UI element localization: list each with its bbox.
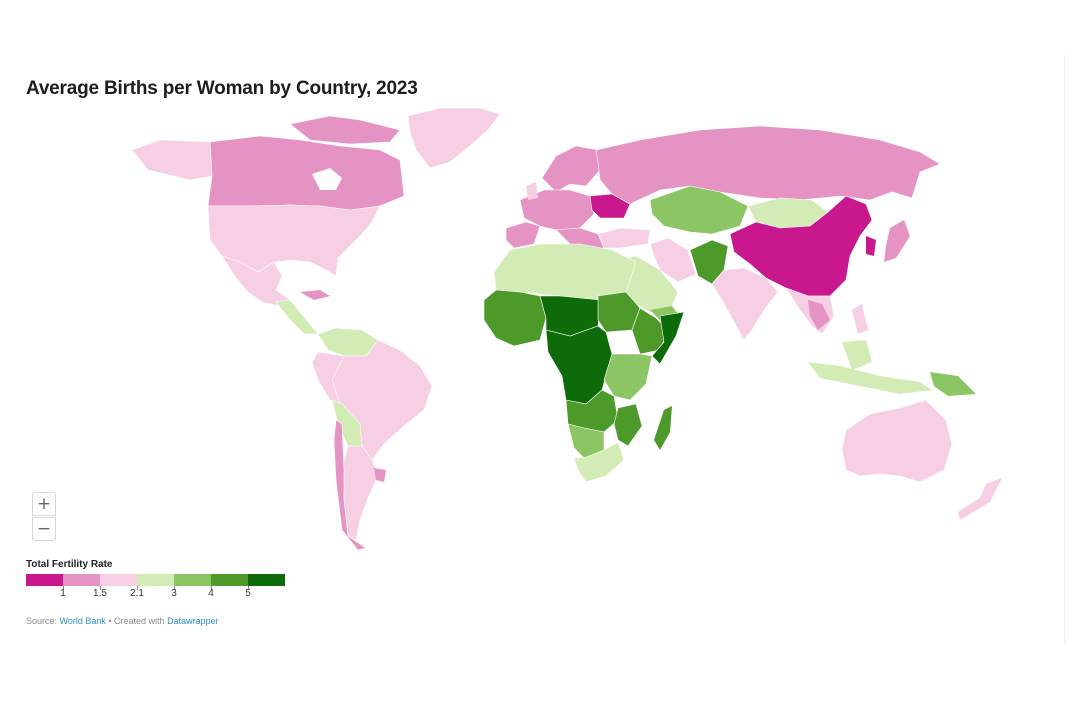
region-south-africa[interactable] [573,441,625,483]
region-mexico[interactable] [221,255,291,307]
source-link-world-bank[interactable]: World Bank [59,616,106,626]
region-west-africa[interactable] [483,289,547,347]
region-india[interactable] [711,267,779,341]
zoom-out-button[interactable]: − [32,517,56,541]
region-russia[interactable] [595,125,941,205]
region-greenland[interactable] [407,107,501,169]
region-uk[interactable] [526,182,538,200]
region-iran[interactable] [649,237,697,283]
region-chile[interactable] [333,419,367,551]
region-scandinavia[interactable] [541,145,601,193]
legend-label: 4 [208,588,214,599]
region-western-europe[interactable] [519,189,595,231]
legend-tick [211,586,212,590]
source-credit: Source: World Bank • Created with Datawr… [26,616,219,626]
region-east-africa[interactable] [603,353,653,401]
page-title: Average Births per Woman by Country, 202… [26,78,418,99]
region-canada[interactable] [207,135,405,211]
legend-tick [100,586,101,590]
legend-label: 5 [245,588,251,599]
legend-label: 3 [171,588,177,599]
legend-color-scale [26,574,285,586]
region-arctic-islands[interactable] [289,115,401,145]
region-mozambique[interactable] [613,403,643,447]
region-hudson-bay [312,168,342,190]
legend-tick [248,586,249,590]
source-prefix: Source: [26,616,60,626]
region-argentina[interactable] [341,445,379,541]
region-indonesia[interactable] [808,362,932,394]
legend-swatch-2 [63,574,100,586]
region-turkey[interactable] [597,227,651,249]
zoom-in-button[interactable]: + [32,492,56,516]
region-korea[interactable] [866,236,876,256]
legend-tick [174,586,175,590]
legend-swatch-1 [26,574,63,586]
region-borneo[interactable] [842,340,872,370]
legend-tick [63,586,64,590]
legend-label: 2.1 [130,588,144,599]
region-thailand[interactable] [808,300,830,330]
legend-title: Total Fertility Rate [26,559,113,570]
region-china[interactable] [729,195,873,297]
legend-swatch-4 [137,574,174,586]
world-choropleth-map[interactable] [0,100,1068,560]
region-alaska[interactable] [131,139,213,181]
region-caribbean[interactable] [300,290,330,300]
region-new-zealand[interactable] [958,478,1002,520]
legend-tick [137,586,138,590]
region-central-america[interactable] [275,299,319,335]
legend-swatch-5 [174,574,211,586]
region-australia[interactable] [841,399,953,483]
legend-swatch-7 [248,574,285,586]
legend-swatch-3 [100,574,137,586]
region-yemen[interactable] [650,306,678,320]
legend-label: 1 [60,588,66,599]
legend-label: 1.5 [93,588,107,599]
region-madagascar[interactable] [654,406,672,450]
tool-link-datawrapper[interactable]: Datawrapper [167,616,219,626]
region-somalia[interactable] [651,311,685,365]
region-papua[interactable] [930,372,976,396]
region-central-asia[interactable] [649,185,749,235]
region-philippines[interactable] [852,304,868,334]
region-iberia[interactable] [505,221,541,249]
source-separator: • Created with [105,616,168,626]
region-japan[interactable] [884,220,910,262]
legend-swatch-6 [211,574,248,586]
region-uruguay[interactable] [374,468,386,482]
